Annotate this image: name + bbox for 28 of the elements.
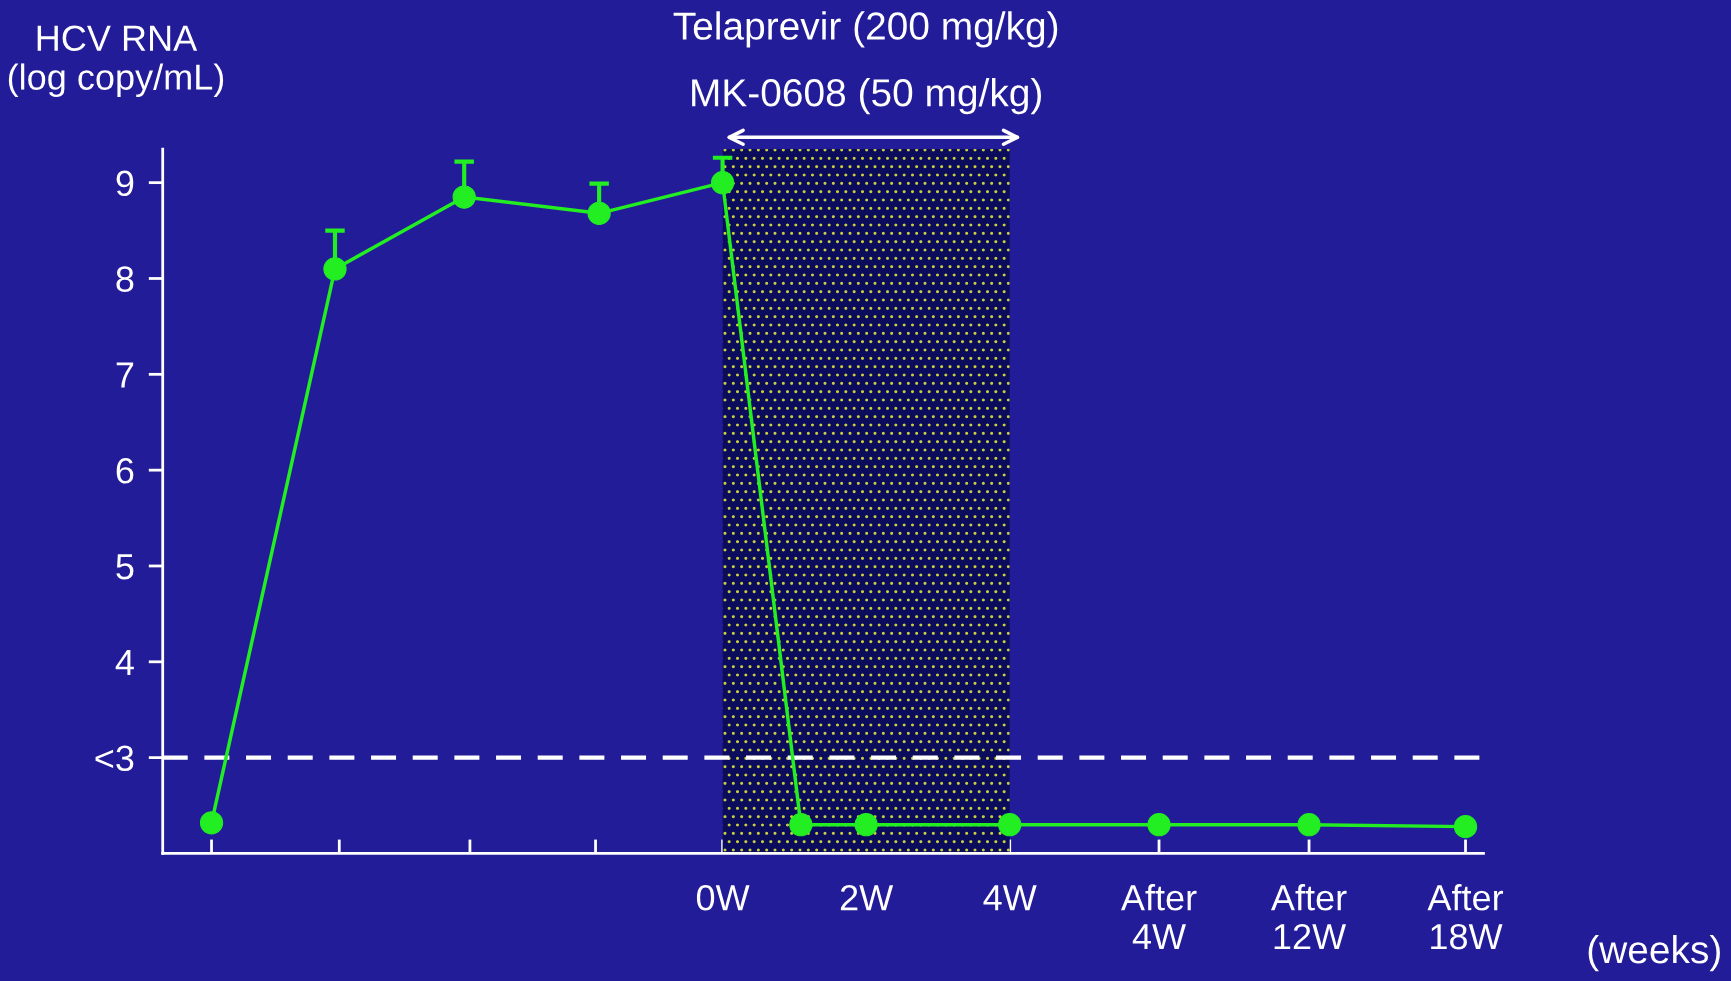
point	[1453, 815, 1478, 839]
x-tick-label: 4W	[983, 885, 1037, 911]
x-tick-label: After 4W	[1120, 884, 1197, 950]
y-axis-title: HCV RNA (log copy/mL)	[8, 25, 224, 98]
point	[1147, 813, 1171, 837]
point	[452, 185, 476, 209]
x-axis-title: (weeks)	[1588, 934, 1720, 972]
y-tick-label: 8	[116, 266, 134, 292]
text: MK-0608 (50 mg/kg)	[692, 78, 1041, 115]
y-tick-label: 4	[115, 650, 134, 675]
x-tick-label: 2W	[840, 884, 894, 911]
y-tick-label: 5	[116, 554, 134, 580]
point	[587, 201, 611, 225]
point	[199, 811, 224, 835]
point	[323, 257, 347, 281]
point	[1297, 813, 1321, 837]
point	[998, 813, 1022, 837]
point	[789, 813, 813, 837]
x-tick-label: After 12W	[1270, 884, 1347, 950]
text: Telaprevir (200 mg/kg)	[673, 11, 1058, 48]
x-tick-label: After 18W	[1427, 884, 1504, 950]
y-tick-label: 9	[116, 170, 134, 197]
point	[710, 171, 735, 195]
point	[854, 813, 878, 837]
x-tick-label: 0W	[696, 884, 750, 911]
y-tick-label: 6	[116, 458, 134, 484]
y-tick-label: 7	[116, 362, 134, 388]
y-tick-label: <3	[95, 745, 134, 772]
